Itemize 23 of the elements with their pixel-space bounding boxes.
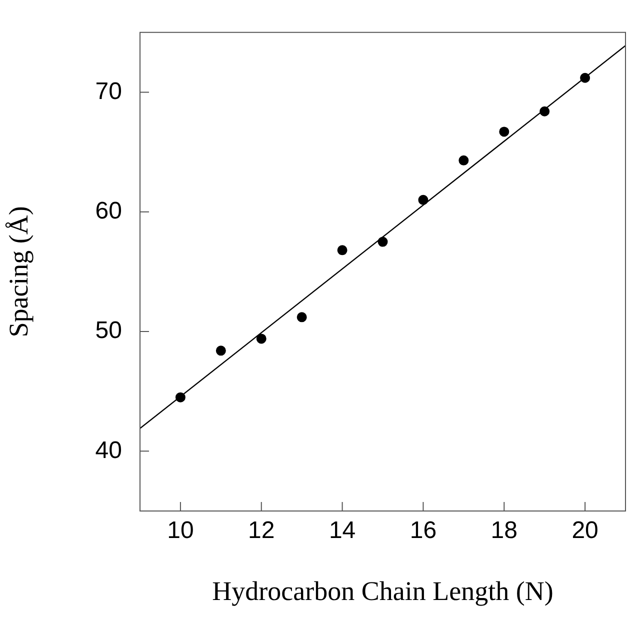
x-tick-label: 20	[572, 517, 598, 544]
x-tick-label: 18	[490, 517, 518, 544]
x-tick-label: 12	[248, 517, 275, 544]
y-tick-label: 50	[95, 317, 122, 344]
point	[580, 72, 590, 83]
y-tick-label: 40	[95, 436, 122, 464]
point	[378, 236, 388, 247]
y-axis-title: Spacing (Å)	[3, 206, 34, 338]
point	[458, 155, 469, 166]
x-axis-title: Hydrocarbon Chain Length (N)	[212, 576, 554, 606]
x-tick-label: 16	[410, 517, 437, 544]
y-tick-label: 70	[95, 78, 122, 105]
point	[296, 312, 307, 322]
point	[216, 346, 226, 356]
point	[499, 126, 510, 137]
point	[540, 106, 550, 116]
point	[175, 392, 186, 402]
point	[418, 194, 428, 205]
y-tick-label: 60	[95, 198, 122, 224]
x-tick-label: 14	[328, 517, 356, 544]
point	[337, 245, 348, 256]
x-tick-label: 10	[167, 517, 194, 544]
point	[256, 334, 266, 344]
